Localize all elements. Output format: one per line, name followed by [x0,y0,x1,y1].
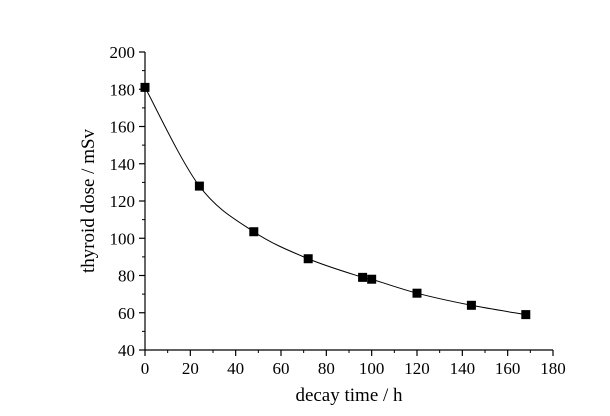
ticks [139,51,554,356]
x-tick-label: 80 [318,359,335,378]
x-tick-label: 140 [450,359,476,378]
data-point [249,227,259,237]
y-tick-label: 40 [118,341,135,360]
y-tick-label: 140 [110,155,136,174]
data-point [466,300,476,310]
x-tick-label: 60 [273,359,290,378]
data-point [358,272,368,282]
y-tick-label: 60 [118,304,135,323]
axes [144,52,553,351]
x-tick-label: 180 [540,359,566,378]
data-point [303,254,313,264]
data-markers [140,82,531,320]
data-point [194,181,204,191]
x-tick-label: 100 [359,359,385,378]
x-tick-label: 0 [141,359,150,378]
y-tick-label: 80 [118,267,135,286]
y-tick-label: 160 [110,118,136,137]
x-tick-label: 160 [495,359,521,378]
y-tick-label: 120 [110,192,136,211]
y-tick-label: 100 [110,229,136,248]
y-tick-label: 180 [110,80,136,99]
x-tick-label: 20 [182,359,199,378]
data-point [412,288,422,298]
data-point [140,82,150,92]
series-line [144,87,526,316]
x-axis-title: decay time / h [295,385,403,406]
y-tick-label: 200 [110,43,136,62]
x-tick-label: 40 [227,359,244,378]
y-axis-title: thyroid dose / mSv [78,128,99,273]
data-point [521,310,531,320]
data-point [367,274,377,284]
x-tick-label: 120 [404,359,430,378]
tick-labels: 0 20 40 60 80 100 120 140 160 180 40 60 80 100 120 140 1… [110,43,566,378]
